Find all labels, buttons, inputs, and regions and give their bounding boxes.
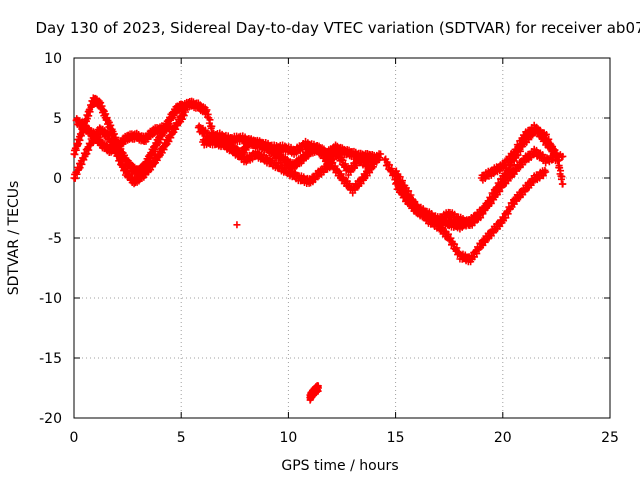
- data-point-track-f: [366, 169, 374, 177]
- data-point-track-h: [453, 244, 461, 252]
- y-tick-label: 5: [53, 111, 62, 127]
- data-point-track-b: [85, 146, 93, 154]
- x-tick-label: 5: [177, 430, 186, 446]
- ticks: 0 5 10 15 20 25 -20 -15 -10 -5 0 5 10: [39, 51, 619, 446]
- data-point-track-a: [71, 150, 79, 158]
- data-point-track-e: [377, 150, 385, 158]
- data-point-track-d: [203, 106, 211, 114]
- data-point-track-a: [156, 136, 164, 144]
- y-axis-label: SDTVAR / TECUs: [6, 181, 22, 296]
- data-point-track-b: [167, 134, 175, 142]
- data-point-track-i: [542, 159, 550, 167]
- data-point-track-a: [151, 145, 159, 153]
- data-point-outlier-2: [314, 384, 322, 392]
- data-point-track-h: [504, 210, 512, 218]
- data-point-track-b: [78, 160, 86, 168]
- data-point-track-a: [112, 133, 120, 141]
- data-point-track-j: [519, 138, 527, 146]
- data-point-track-i: [496, 187, 504, 195]
- data-point-track-i: [407, 198, 415, 206]
- x-tick-label: 25: [601, 430, 619, 446]
- data-point-track-j: [504, 159, 512, 167]
- data-point-track-j: [554, 156, 562, 164]
- data-point-track-h: [407, 191, 415, 199]
- data-point-track-b: [172, 125, 180, 133]
- y-tick-label: -20: [39, 411, 62, 427]
- x-axis-label: GPS time / hours: [281, 458, 398, 474]
- data-point-track-i: [559, 152, 567, 160]
- data-point-track-d: [208, 122, 216, 130]
- data-point-track-i: [481, 206, 489, 214]
- data-point-track-h: [542, 168, 550, 176]
- data-point-track-f: [331, 162, 339, 170]
- data-point-track-j: [539, 131, 547, 139]
- data-point-track-b: [178, 115, 186, 123]
- data-point-outlier-1: [233, 221, 241, 229]
- data-point-track-a: [76, 136, 84, 144]
- data-point-track-d: [206, 116, 214, 124]
- data-point-track-b: [107, 136, 115, 144]
- chart-title: Day 130 of 2023, Sidereal Day-to-day VTE…: [35, 19, 640, 37]
- grid: [74, 58, 610, 418]
- data-point-track-e: [318, 148, 326, 156]
- data-point-track-i: [543, 154, 551, 162]
- data-point-track-b: [114, 150, 122, 158]
- data-point-track-d: [242, 146, 250, 154]
- data-point-track-g: [388, 165, 396, 173]
- data-point-track-h: [481, 238, 489, 246]
- data-point-track-b: [73, 170, 81, 178]
- y-tick-label: 0: [53, 171, 62, 187]
- data-point-track-j: [547, 141, 555, 149]
- y-tick-label: 10: [44, 51, 62, 67]
- data-point-track-a: [77, 132, 85, 140]
- data-point-track-a: [72, 146, 80, 154]
- data-point-track-b: [80, 156, 88, 164]
- data-point-track-f: [370, 160, 378, 168]
- data-point-track-b: [160, 146, 168, 154]
- data-point-track-h: [527, 181, 535, 189]
- data-point-track-a: [107, 121, 115, 129]
- data-point-track-h: [444, 230, 452, 238]
- data-point-track-b: [71, 174, 79, 182]
- data-point-track-e: [341, 160, 349, 168]
- data-point-track-i: [487, 199, 495, 207]
- x-tick-label: 0: [70, 430, 79, 446]
- data-point-track-j: [558, 173, 566, 181]
- data-point-track-b: [165, 137, 173, 145]
- data-point-track-j: [510, 152, 518, 160]
- data-point-track-a: [98, 102, 106, 110]
- data-points: [70, 94, 567, 404]
- x-tick-label: 15: [387, 430, 405, 446]
- data-point-track-h: [405, 187, 413, 195]
- data-point-track-c: [166, 122, 174, 130]
- data-point-track-a: [86, 108, 94, 116]
- x-tick-label: 20: [494, 430, 512, 446]
- data-point-track-j: [553, 149, 561, 157]
- data-point-track-j: [559, 180, 567, 188]
- data-point-track-a: [102, 110, 110, 118]
- y-tick-label: -15: [39, 351, 62, 367]
- data-point-track-b: [119, 160, 127, 168]
- data-point-track-b: [106, 132, 114, 140]
- data-point-track-i: [504, 177, 512, 185]
- data-point-track-i: [398, 187, 406, 195]
- y-tick-label: -10: [39, 291, 62, 307]
- data-point-track-h: [473, 250, 481, 258]
- data-point-track-j: [513, 147, 521, 155]
- y-tick-label: -5: [48, 231, 62, 247]
- data-point-track-h: [447, 234, 455, 242]
- data-point-track-e: [335, 150, 343, 158]
- x-tick-label: 10: [279, 430, 297, 446]
- data-point-track-h: [398, 177, 406, 185]
